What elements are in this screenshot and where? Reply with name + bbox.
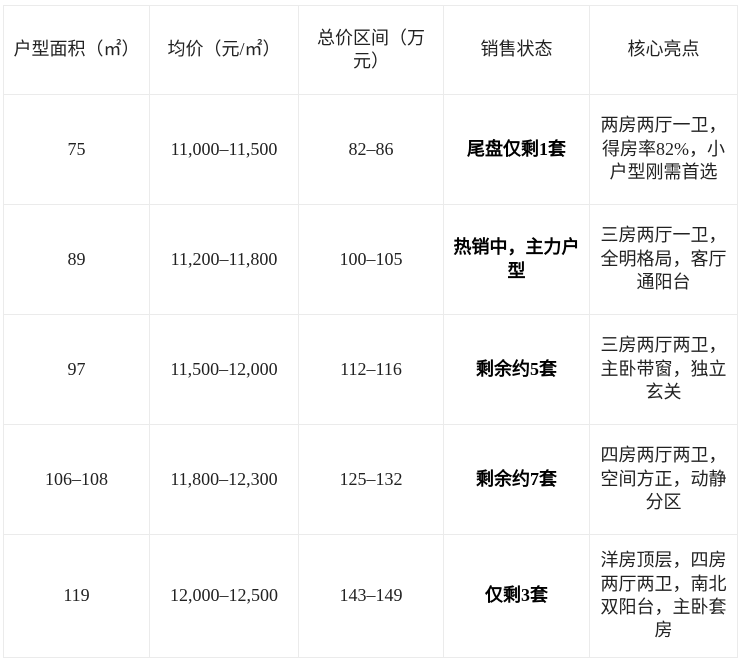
highlight-cell: 四房两厅两卫，空间方正，动静分区 bbox=[589, 424, 738, 535]
header-avg-price: 均价（元/㎡） bbox=[149, 5, 299, 95]
total-price-cell: 112–116 bbox=[298, 314, 444, 425]
highlight-cell: 三房两厅一卫，全明格局，客厅通阳台 bbox=[589, 204, 738, 315]
header-status: 销售状态 bbox=[443, 5, 590, 95]
highlight-cell: 三房两厅两卫，主卧带窗，独立玄关 bbox=[589, 314, 738, 425]
status-cell: 剩余约7套 bbox=[443, 424, 590, 535]
highlight-cell: 洋房顶层，四房两厅两卫，南北双阳台，主卧套房 bbox=[589, 534, 738, 658]
table-row: 89 11,200–11,800 100–105 热销中，主力户型 三房两厅一卫… bbox=[3, 204, 738, 315]
total-price-cell: 143–149 bbox=[298, 534, 444, 658]
status-cell: 仅剩3套 bbox=[443, 534, 590, 658]
status-cell: 剩余约5套 bbox=[443, 314, 590, 425]
avg-price-cell: 11,800–12,300 bbox=[149, 424, 299, 535]
highlight-cell: 两房两厅一卫，得房率82%，小户型刚需首选 bbox=[589, 94, 738, 205]
status-cell: 尾盘仅剩1套 bbox=[443, 94, 590, 205]
area-cell: 106–108 bbox=[3, 424, 150, 535]
table-row: 119 12,000–12,500 143–149 仅剩3套 洋房顶层，四房两厅… bbox=[3, 534, 738, 658]
avg-price-cell: 11,500–12,000 bbox=[149, 314, 299, 425]
area-cell: 75 bbox=[3, 94, 150, 205]
table-row: 75 11,000–11,500 82–86 尾盘仅剩1套 两房两厅一卫，得房率… bbox=[3, 94, 738, 205]
total-price-cell: 82–86 bbox=[298, 94, 444, 205]
header-area: 户型面积（㎡） bbox=[3, 5, 150, 95]
area-cell: 89 bbox=[3, 204, 150, 315]
table-row: 106–108 11,800–12,300 125–132 剩余约7套 四房两厅… bbox=[3, 424, 738, 535]
area-cell: 119 bbox=[3, 534, 150, 658]
area-cell: 97 bbox=[3, 314, 150, 425]
table-row: 97 11,500–12,000 112–116 剩余约5套 三房两厅两卫，主卧… bbox=[3, 314, 738, 425]
header-total-price: 总价区间（万元） bbox=[298, 5, 444, 95]
status-cell: 热销中，主力户型 bbox=[443, 204, 590, 315]
total-price-cell: 100–105 bbox=[298, 204, 444, 315]
header-highlight: 核心亮点 bbox=[589, 5, 738, 95]
table-body: 75 11,000–11,500 82–86 尾盘仅剩1套 两房两厅一卫，得房率… bbox=[3, 94, 738, 658]
avg-price-cell: 11,000–11,500 bbox=[149, 94, 299, 205]
avg-price-cell: 11,200–11,800 bbox=[149, 204, 299, 315]
unit-pricing-table: 户型面积（㎡） 均价（元/㎡） 总价区间（万元） 销售状态 核心亮点 75 11… bbox=[3, 5, 738, 658]
avg-price-cell: 12,000–12,500 bbox=[149, 534, 299, 658]
table-header: 户型面积（㎡） 均价（元/㎡） 总价区间（万元） 销售状态 核心亮点 bbox=[3, 5, 738, 95]
total-price-cell: 125–132 bbox=[298, 424, 444, 535]
header-row: 户型面积（㎡） 均价（元/㎡） 总价区间（万元） 销售状态 核心亮点 bbox=[3, 5, 738, 95]
